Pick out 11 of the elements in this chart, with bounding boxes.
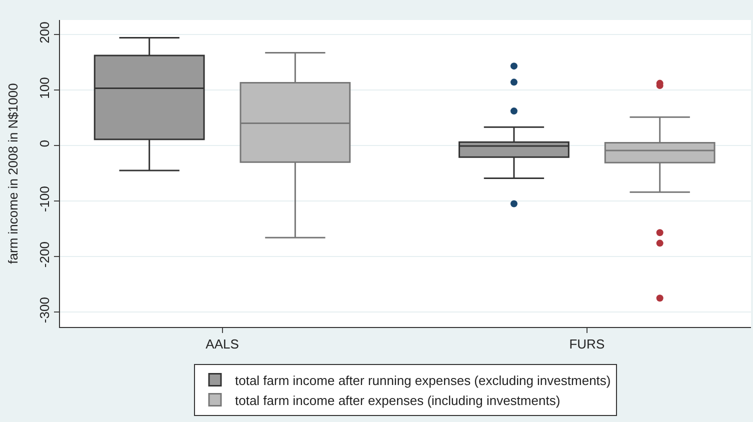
x-tick-label: FURS [569, 336, 605, 352]
x-tick-label: AALS [206, 336, 240, 352]
y-tick-label: -200 [36, 242, 52, 268]
y-tick-label: 100 [36, 77, 52, 99]
legend-label: total farm income after expenses (including investments) [235, 392, 560, 408]
y-axis-title: farm income in 2008 in N$1000 [6, 83, 21, 264]
y-tick-label: 200 [36, 22, 52, 44]
legend-label: total farm income after running expenses (excluding investments) [235, 372, 611, 388]
y-tick-label: -100 [36, 186, 52, 212]
y-tick-label: 0 [36, 140, 52, 148]
y-tick-label: -300 [36, 297, 52, 324]
